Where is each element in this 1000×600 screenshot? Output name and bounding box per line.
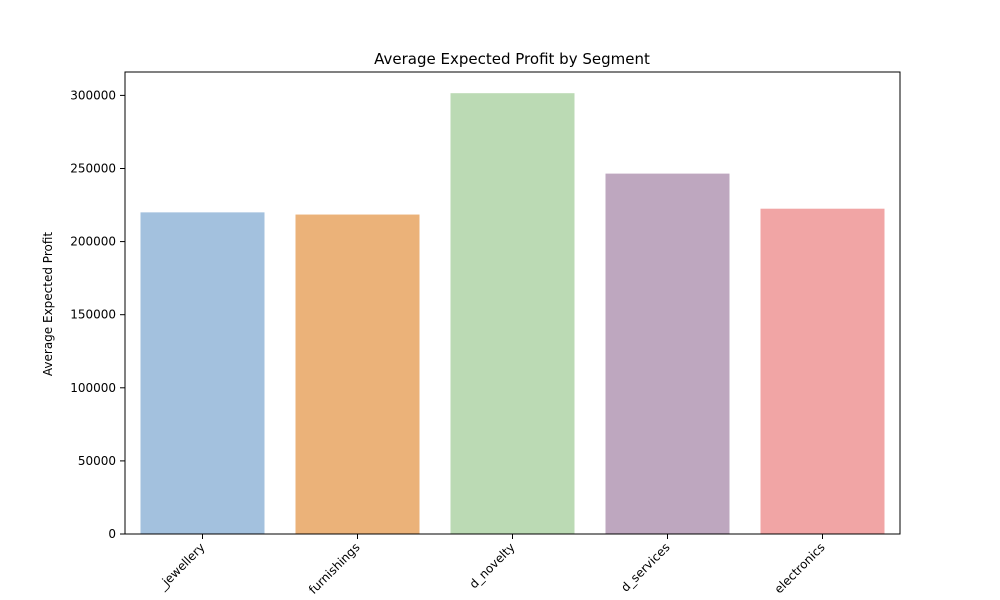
y-tick-label: 50000 (78, 454, 116, 468)
plot-frame (124, 71, 901, 535)
y-axis-ticks: 0 50000 100000 150000 200000 250000 300000 (70, 88, 125, 541)
bars-group (140, 93, 885, 534)
y-tick-label: 150000 (70, 308, 116, 322)
bar-3 (450, 93, 575, 534)
x-axis-ticks: _jewellery furnishings d_novelty d_services… (155, 534, 828, 597)
y-tick-label: 0 (108, 527, 116, 541)
bar-2 (295, 214, 420, 534)
y-axis-label: Average Expected Profit (41, 232, 55, 376)
x-tick-label: furnishings (306, 540, 363, 597)
y-tick-label: 100000 (70, 381, 116, 395)
y-tick-label: 300000 (70, 88, 116, 102)
x-tick-label: electronics (772, 540, 828, 596)
y-tick-label: 250000 (70, 161, 116, 175)
x-tick-label: _jewellery (155, 540, 208, 593)
x-tick-label: d_novelty (467, 540, 518, 591)
chart-title: Average Expected Profit by Segment (374, 50, 650, 68)
bar-5 (760, 208, 885, 534)
y-tick-label: 200000 (70, 235, 116, 249)
bar-4 (605, 173, 730, 534)
x-tick-label: d_services (618, 540, 672, 594)
bar-1 (140, 212, 265, 534)
